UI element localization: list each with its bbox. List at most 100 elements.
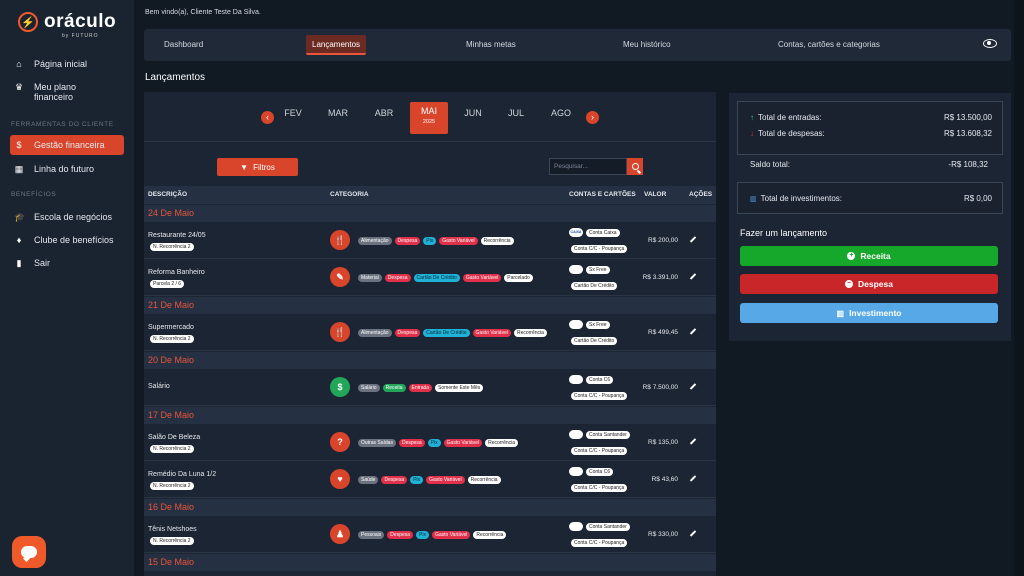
account-type: Conta C/C - Poupança bbox=[571, 392, 628, 400]
account-type: Cartão De Crédito bbox=[571, 282, 618, 290]
row-description: Salário bbox=[148, 383, 170, 390]
bank-logo-icon: CAIXA bbox=[569, 228, 583, 237]
month-jul[interactable]: JUL bbox=[507, 108, 524, 118]
section-tools: FERRAMENTAS DO CLIENTE bbox=[11, 121, 114, 128]
table-row[interactable]: Remédio Da Luna 1/2 N. Recorrência 2 ♥ Saúd… bbox=[144, 461, 716, 498]
sidebar-item-label: Clube de benefícios bbox=[34, 235, 114, 245]
tag: Despesa bbox=[394, 237, 421, 245]
tag-list: Alimentação Despesa Pix Gasto Variável Recor… bbox=[358, 237, 514, 245]
eye-icon[interactable] bbox=[983, 39, 997, 48]
receita-button[interactable]: + Receita bbox=[740, 246, 998, 266]
tag: Saúde bbox=[358, 476, 379, 484]
edit-icon[interactable] bbox=[690, 530, 696, 538]
table-header: DESCRIÇÃO CATEGORIA CONTAS E CARTÕES VAL… bbox=[144, 186, 716, 204]
bank-logo-icon bbox=[569, 265, 583, 274]
transactions-panel: ‹ FEV MAR ABR MAI 2025 JUN JUL AGO › ▼ F… bbox=[144, 92, 716, 576]
sidebar-item-logout[interactable]: ▮ Sair bbox=[10, 254, 124, 273]
tab-metas[interactable]: Minhas metas bbox=[466, 40, 516, 49]
investments-box: ▥ Total de investimentos: R$ 0,00 bbox=[737, 182, 1003, 214]
next-month-arrow-icon[interactable]: › bbox=[586, 111, 599, 124]
edit-icon[interactable] bbox=[690, 475, 696, 483]
month-mar[interactable]: MAR bbox=[328, 108, 348, 118]
investimentos-row: ▥ Total de investimentos: R$ 0,00 bbox=[750, 194, 992, 203]
tab-contas[interactable]: Contas, cartões e categorias bbox=[778, 40, 880, 49]
account-cell: Conta C6 Conta C/C - Poupança bbox=[569, 375, 641, 402]
table-row[interactable]: Supermercado N. Recorrência 2 🍴 Alimentação… bbox=[144, 314, 716, 351]
tag: Recorrência bbox=[473, 531, 507, 539]
sidebar-item-home[interactable]: ⌂ Página inicial bbox=[10, 55, 124, 73]
tab-dashboard[interactable]: Dashboard bbox=[164, 40, 204, 49]
month-ago[interactable]: AGO bbox=[550, 108, 571, 118]
tag: Alimentação bbox=[358, 237, 392, 245]
tag: Pix bbox=[427, 439, 441, 447]
chart-icon: ▥ bbox=[836, 308, 845, 318]
month-abr[interactable]: ABR bbox=[374, 108, 394, 118]
sidebar-item-future[interactable]: ▦ Linha do futuro bbox=[10, 160, 124, 179]
logo[interactable]: ⚡ oráculo bbox=[18, 12, 116, 32]
filter-icon: ▼ bbox=[240, 162, 249, 172]
month-label: MAI bbox=[420, 106, 437, 116]
search-button[interactable] bbox=[627, 158, 643, 175]
row-badge: N. Recorrência 2 bbox=[150, 482, 194, 490]
investimento-button[interactable]: ▥ Investimento bbox=[740, 303, 998, 323]
filters-label: Filtros bbox=[253, 162, 275, 172]
table-row[interactable]: Salário $ Salário Receita Entrada Somente Est… bbox=[144, 369, 716, 406]
summary-panel: ↑ Total de entradas: R$ 13.500,00 ↓ Total … bbox=[729, 93, 1011, 341]
col-descricao: DESCRIÇÃO bbox=[148, 191, 188, 198]
row-value: R$ 135,00 bbox=[648, 439, 678, 446]
filters-button[interactable]: ▼ Filtros bbox=[217, 158, 298, 176]
page-scrollbar[interactable] bbox=[1014, 0, 1024, 576]
row-value: R$ 200,00 bbox=[648, 237, 678, 244]
sidebar-item-finance[interactable]: $ Gestão financeira bbox=[10, 135, 124, 155]
despesa-button[interactable]: − Despesa bbox=[740, 274, 998, 294]
row-description: Reforma Banheiro bbox=[148, 269, 205, 276]
row-badge: N. Recorrência 2 bbox=[150, 243, 194, 251]
saldo-label: Saldo total: bbox=[750, 160, 791, 169]
account-cell: Sx Free Cartão De Crédito bbox=[569, 320, 641, 347]
month-mai-selected[interactable]: MAI 2025 bbox=[410, 102, 448, 134]
tag: Recorrência bbox=[513, 329, 547, 337]
search-input[interactable]: Pesquisar... bbox=[549, 158, 627, 175]
row-value: R$ 330,00 bbox=[648, 531, 678, 538]
account-name: Conta C6 bbox=[586, 467, 614, 476]
lightning-logo-icon: ⚡ bbox=[18, 12, 38, 32]
page-title: Lançamentos bbox=[145, 72, 206, 83]
tag: Parcelado bbox=[504, 274, 533, 282]
tab-historico[interactable]: Meu histórico bbox=[623, 40, 671, 49]
table-row[interactable]: Tênis Netshoes N. Recorrência 2 ♟ Pessoais D… bbox=[144, 516, 716, 553]
investimento-label: Investimento bbox=[849, 308, 902, 318]
tag: Cartão De Crédito bbox=[423, 329, 470, 337]
table-row[interactable]: Salão De Beleza N. Recorrência 2? Outras S… bbox=[144, 424, 716, 461]
sidebar-item-club[interactable]: ♦ Clube de benefícios bbox=[10, 231, 124, 249]
chat-icon bbox=[21, 546, 37, 558]
new-entry-title: Fazer um lançamento bbox=[740, 228, 828, 238]
category-icon: $ bbox=[330, 377, 350, 397]
despesas-value: R$ 13.608,32 bbox=[943, 129, 992, 138]
sidebar-item-label: Meu plano financeiro bbox=[34, 82, 77, 102]
tag: Pix bbox=[423, 237, 437, 245]
receita-label: Receita bbox=[860, 251, 891, 261]
tag: Despesa bbox=[387, 531, 414, 539]
table-row[interactable]: Restaurante 24/05 N. Recorrência 2 🍴 Alimen… bbox=[144, 222, 716, 259]
account-name: Conta Santander bbox=[586, 430, 630, 439]
tag-list: Outras Saídas Despesa Pix Gasto Variável Rec… bbox=[358, 439, 519, 447]
edit-icon[interactable] bbox=[690, 236, 696, 244]
tag: Entrada bbox=[408, 384, 433, 392]
month-jun[interactable]: JUN bbox=[464, 108, 482, 118]
entradas-value: R$ 13.500,00 bbox=[943, 113, 992, 122]
sidebar-item-plan[interactable]: ♛ Meu plano financeiro bbox=[10, 78, 124, 106]
prev-month-arrow-icon[interactable]: ‹ bbox=[261, 111, 274, 124]
month-fev[interactable]: FEV bbox=[284, 108, 302, 118]
tag: Despesa bbox=[384, 274, 411, 282]
tab-lancamentos[interactable]: Lançamentos bbox=[306, 35, 367, 55]
edit-icon[interactable] bbox=[690, 328, 696, 336]
sidebar-item-school[interactable]: 🎓 Escola de negócios bbox=[10, 208, 124, 227]
account-cell: Conta C6 Conta C/C - Poupança bbox=[569, 467, 641, 494]
edit-icon[interactable] bbox=[690, 438, 696, 446]
edit-icon[interactable] bbox=[690, 383, 696, 391]
table-row[interactable]: Reforma Banheiro Parcela 2 / 6 ✎ Material De… bbox=[144, 259, 716, 296]
account-name: Conta Caixa bbox=[586, 228, 620, 237]
chat-button[interactable] bbox=[12, 536, 46, 568]
edit-icon[interactable] bbox=[690, 273, 696, 281]
tag-list: Saúde Despesa Pix Gasto Variável Recorrência bbox=[358, 476, 501, 484]
